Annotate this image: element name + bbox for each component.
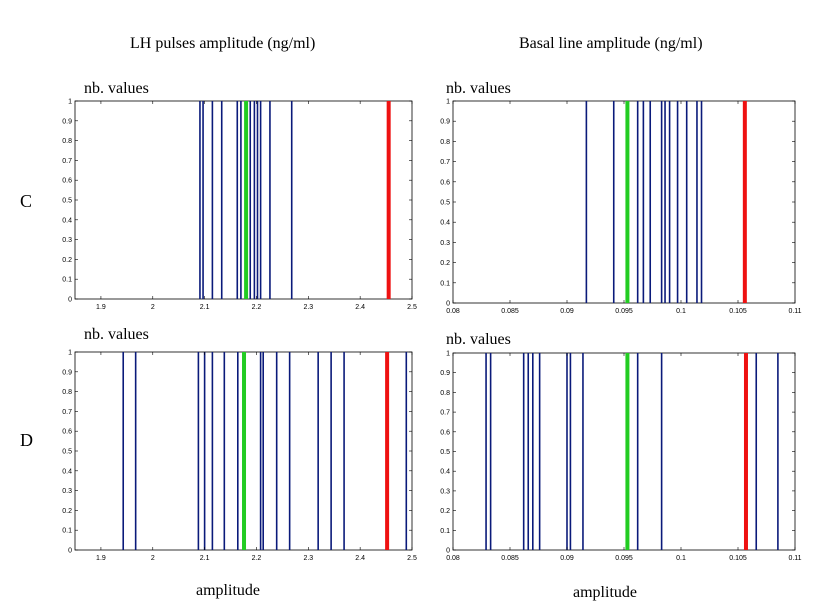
y-tick-label: 0.6 (62, 429, 72, 436)
panel-d-left: 1.9 2 2.1 2.2 2.3 2.4 2.5 0 0.1 0.2 0.3 0.4 0.5 0.6 0.… (62, 350, 417, 563)
plot-frame (452, 100, 796, 304)
y-tick-label: 0.7 (440, 159, 450, 166)
y-tick-label: 0.7 (440, 410, 450, 417)
x-tick-label: 0.105 (729, 555, 747, 562)
right-x-axis-label: amplitude (573, 584, 637, 601)
panel-d-right-ylabel: nb. values (446, 331, 511, 348)
x-tick-label: 2.5 (407, 555, 417, 562)
x-tick-label: 0.085 (501, 308, 519, 315)
row-label-d: D (20, 430, 33, 450)
y-tick-label: 0.5 (440, 449, 450, 456)
y-tick-label: 0 (446, 548, 450, 555)
x-tick-label: 2 (151, 304, 155, 311)
y-tick-label: 0.5 (62, 198, 72, 205)
x-tick-label: 0.09 (560, 555, 574, 562)
y-tick-label: 0.6 (440, 429, 450, 436)
y-tick-label: 0.9 (440, 370, 450, 377)
y-tick-label: 0.3 (62, 237, 72, 244)
panel-c-left: 1.9 2 2.1 2.2 2.3 2.4 2.5 0 0.1 0.2 0.3 0.4 0.5 0.6 0.… (62, 99, 417, 312)
y-tick-label: 0.1 (440, 280, 450, 287)
y-tick-label: 1 (68, 99, 72, 106)
y-tick-label: 0.8 (440, 139, 450, 146)
x-tick-label: 2.4 (355, 304, 365, 311)
y-tick-label: 0 (68, 297, 72, 304)
y-tick-label: 0.9 (62, 118, 72, 125)
left-x-axis-label: amplitude (196, 582, 260, 599)
x-tick-label: 0.11 (788, 308, 801, 315)
panel-d-right: 0.08 0.085 0.09 0.095 0.1 0.105 0.11 0 0.1 0.2 0.3… (440, 351, 801, 563)
x-tick-label: 2.2 (252, 304, 262, 311)
row-label-c: C (20, 191, 33, 211)
y-tick-label: 0.3 (62, 488, 72, 495)
y-tick-label: 0.4 (62, 468, 72, 475)
x-tick-label: 2.1 (200, 555, 210, 562)
y-tick-label: 1 (446, 351, 450, 358)
y-tick-label: 0.4 (440, 469, 450, 476)
x-tick-label: 0.08 (446, 308, 460, 315)
y-tick-label: 0.2 (62, 257, 72, 264)
x-tick-label: 0.1 (676, 555, 686, 562)
x-tick-label: 0.095 (615, 555, 633, 562)
y-tick-label: 0.1 (62, 528, 72, 535)
y-tick-label: 0.7 (62, 409, 72, 416)
y-tick-label: 0.1 (440, 528, 450, 535)
y-tick-label: 1 (68, 350, 72, 357)
x-tick-label: 0.09 (560, 308, 574, 315)
x-tick-label: 2.3 (303, 304, 313, 311)
right-column-title: Basal line amplitude (ng/ml) (519, 35, 703, 52)
x-tick-label: 2.1 (200, 304, 210, 311)
y-tick-label: 0.6 (440, 179, 450, 186)
y-tick-label: 0.8 (62, 389, 72, 396)
panel-c-right-ylabel: nb. values (446, 80, 511, 97)
y-tick-label: 0.2 (440, 508, 450, 515)
x-tick-label: 2.4 (355, 555, 365, 562)
x-tick-label: 0.1 (676, 308, 686, 315)
y-tick-label: 0.2 (440, 260, 450, 267)
x-tick-label: 0.08 (446, 555, 460, 562)
plot-frame (74, 100, 413, 300)
y-tick-label: 0.3 (440, 240, 450, 247)
left-column-title: LH pulses amplitude (ng/ml) (130, 35, 316, 52)
y-tick-label: 1 (446, 99, 450, 106)
panel-d-left-ylabel: nb. values (84, 326, 149, 343)
x-tick-label: 1.9 (96, 555, 106, 562)
y-tick-label: 0.5 (62, 449, 72, 456)
y-tick-label: 0 (68, 548, 72, 555)
y-tick-label: 0.4 (62, 217, 72, 224)
y-tick-label: 0.3 (440, 488, 450, 495)
x-tick-label: 1.9 (96, 304, 106, 311)
x-tick-label: 0.085 (501, 555, 519, 562)
x-tick-label: 0.11 (788, 555, 801, 562)
y-tick-label: 0.8 (62, 138, 72, 145)
y-tick-label: 0.6 (62, 178, 72, 185)
plot-frame (452, 352, 796, 551)
panel-c-left-ylabel: nb. values (84, 80, 149, 97)
panel-c-right: 0.08 0.085 0.09 0.095 0.1 0.105 0.11 0 0.1 0.2 0.3… (440, 99, 801, 316)
y-tick-label: 0.1 (62, 277, 72, 284)
x-tick-label: 0.105 (729, 308, 747, 315)
y-tick-label: 0.8 (440, 390, 450, 397)
y-tick-label: 0.4 (440, 220, 450, 227)
x-tick-label: 2 (151, 555, 155, 562)
x-tick-label: 0.095 (615, 308, 633, 315)
y-tick-label: 0.9 (62, 369, 72, 376)
x-tick-label: 2.2 (252, 555, 262, 562)
y-tick-label: 0 (446, 301, 450, 308)
x-tick-label: 2.3 (303, 555, 313, 562)
y-tick-label: 0.2 (62, 508, 72, 515)
y-tick-label: 0.7 (62, 158, 72, 165)
y-tick-label: 0.9 (440, 119, 450, 126)
y-tick-label: 0.5 (440, 200, 450, 207)
x-tick-label: 2.5 (407, 304, 417, 311)
